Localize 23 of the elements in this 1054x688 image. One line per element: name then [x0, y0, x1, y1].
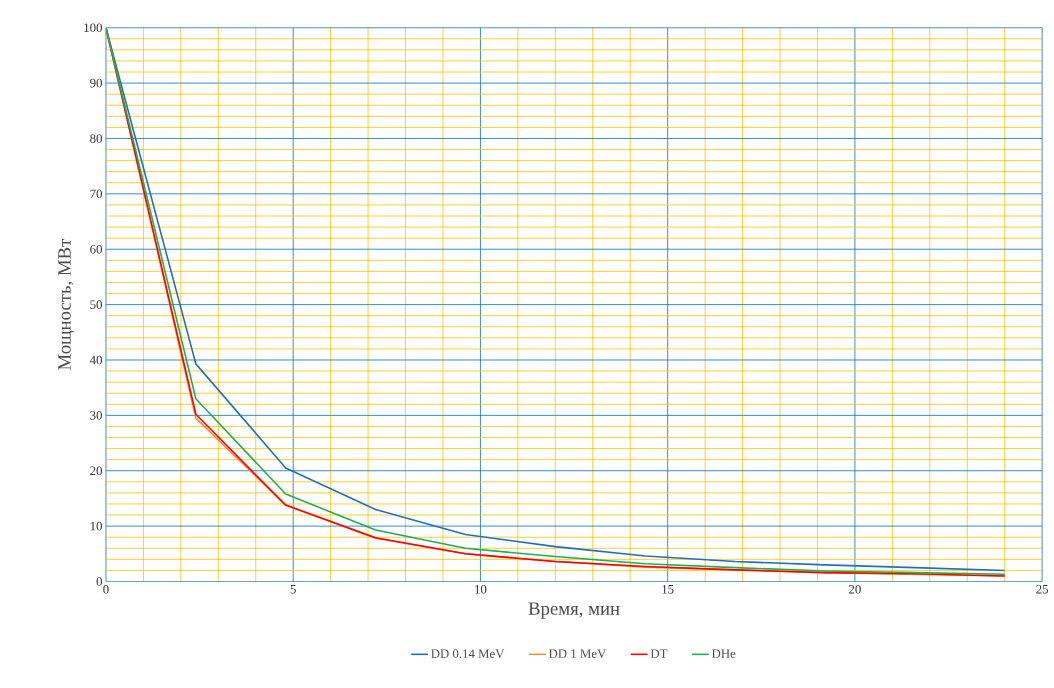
x-tick-label: 0 [103, 584, 109, 594]
legend-label: DHe [711, 649, 736, 658]
y-tick-label: 20 [90, 466, 102, 475]
y-tick-label: 80 [90, 133, 102, 143]
y-tick-label: 90 [90, 78, 102, 88]
x-tick-label: 20 [849, 584, 861, 594]
y-axis-title: Мощность, МВт [58, 238, 75, 370]
y-tick-label: 30 [90, 410, 102, 420]
y-tick-label: 50 [90, 300, 102, 309]
y-tick-label: 100 [84, 23, 102, 32]
y-tick-label: 60 [90, 244, 102, 254]
y-tick-label: 10 [90, 521, 102, 531]
y-tick-label: 0 [96, 576, 102, 586]
legend-label: DT [650, 649, 668, 658]
x-tick-label: 25 [1036, 584, 1049, 594]
x-tick-label: 5 [290, 584, 296, 594]
x-tick-label: 10 [475, 584, 487, 594]
y-tick-label: 70 [90, 189, 102, 198]
y-tick-label: 40 [89, 355, 102, 365]
legend-label: DD 0.14 MeV [431, 649, 505, 658]
x-tick-label: 15 [662, 584, 674, 594]
x-axis-title: Время, мин [528, 602, 620, 619]
legend-label: DD 1 MeV [548, 649, 607, 658]
